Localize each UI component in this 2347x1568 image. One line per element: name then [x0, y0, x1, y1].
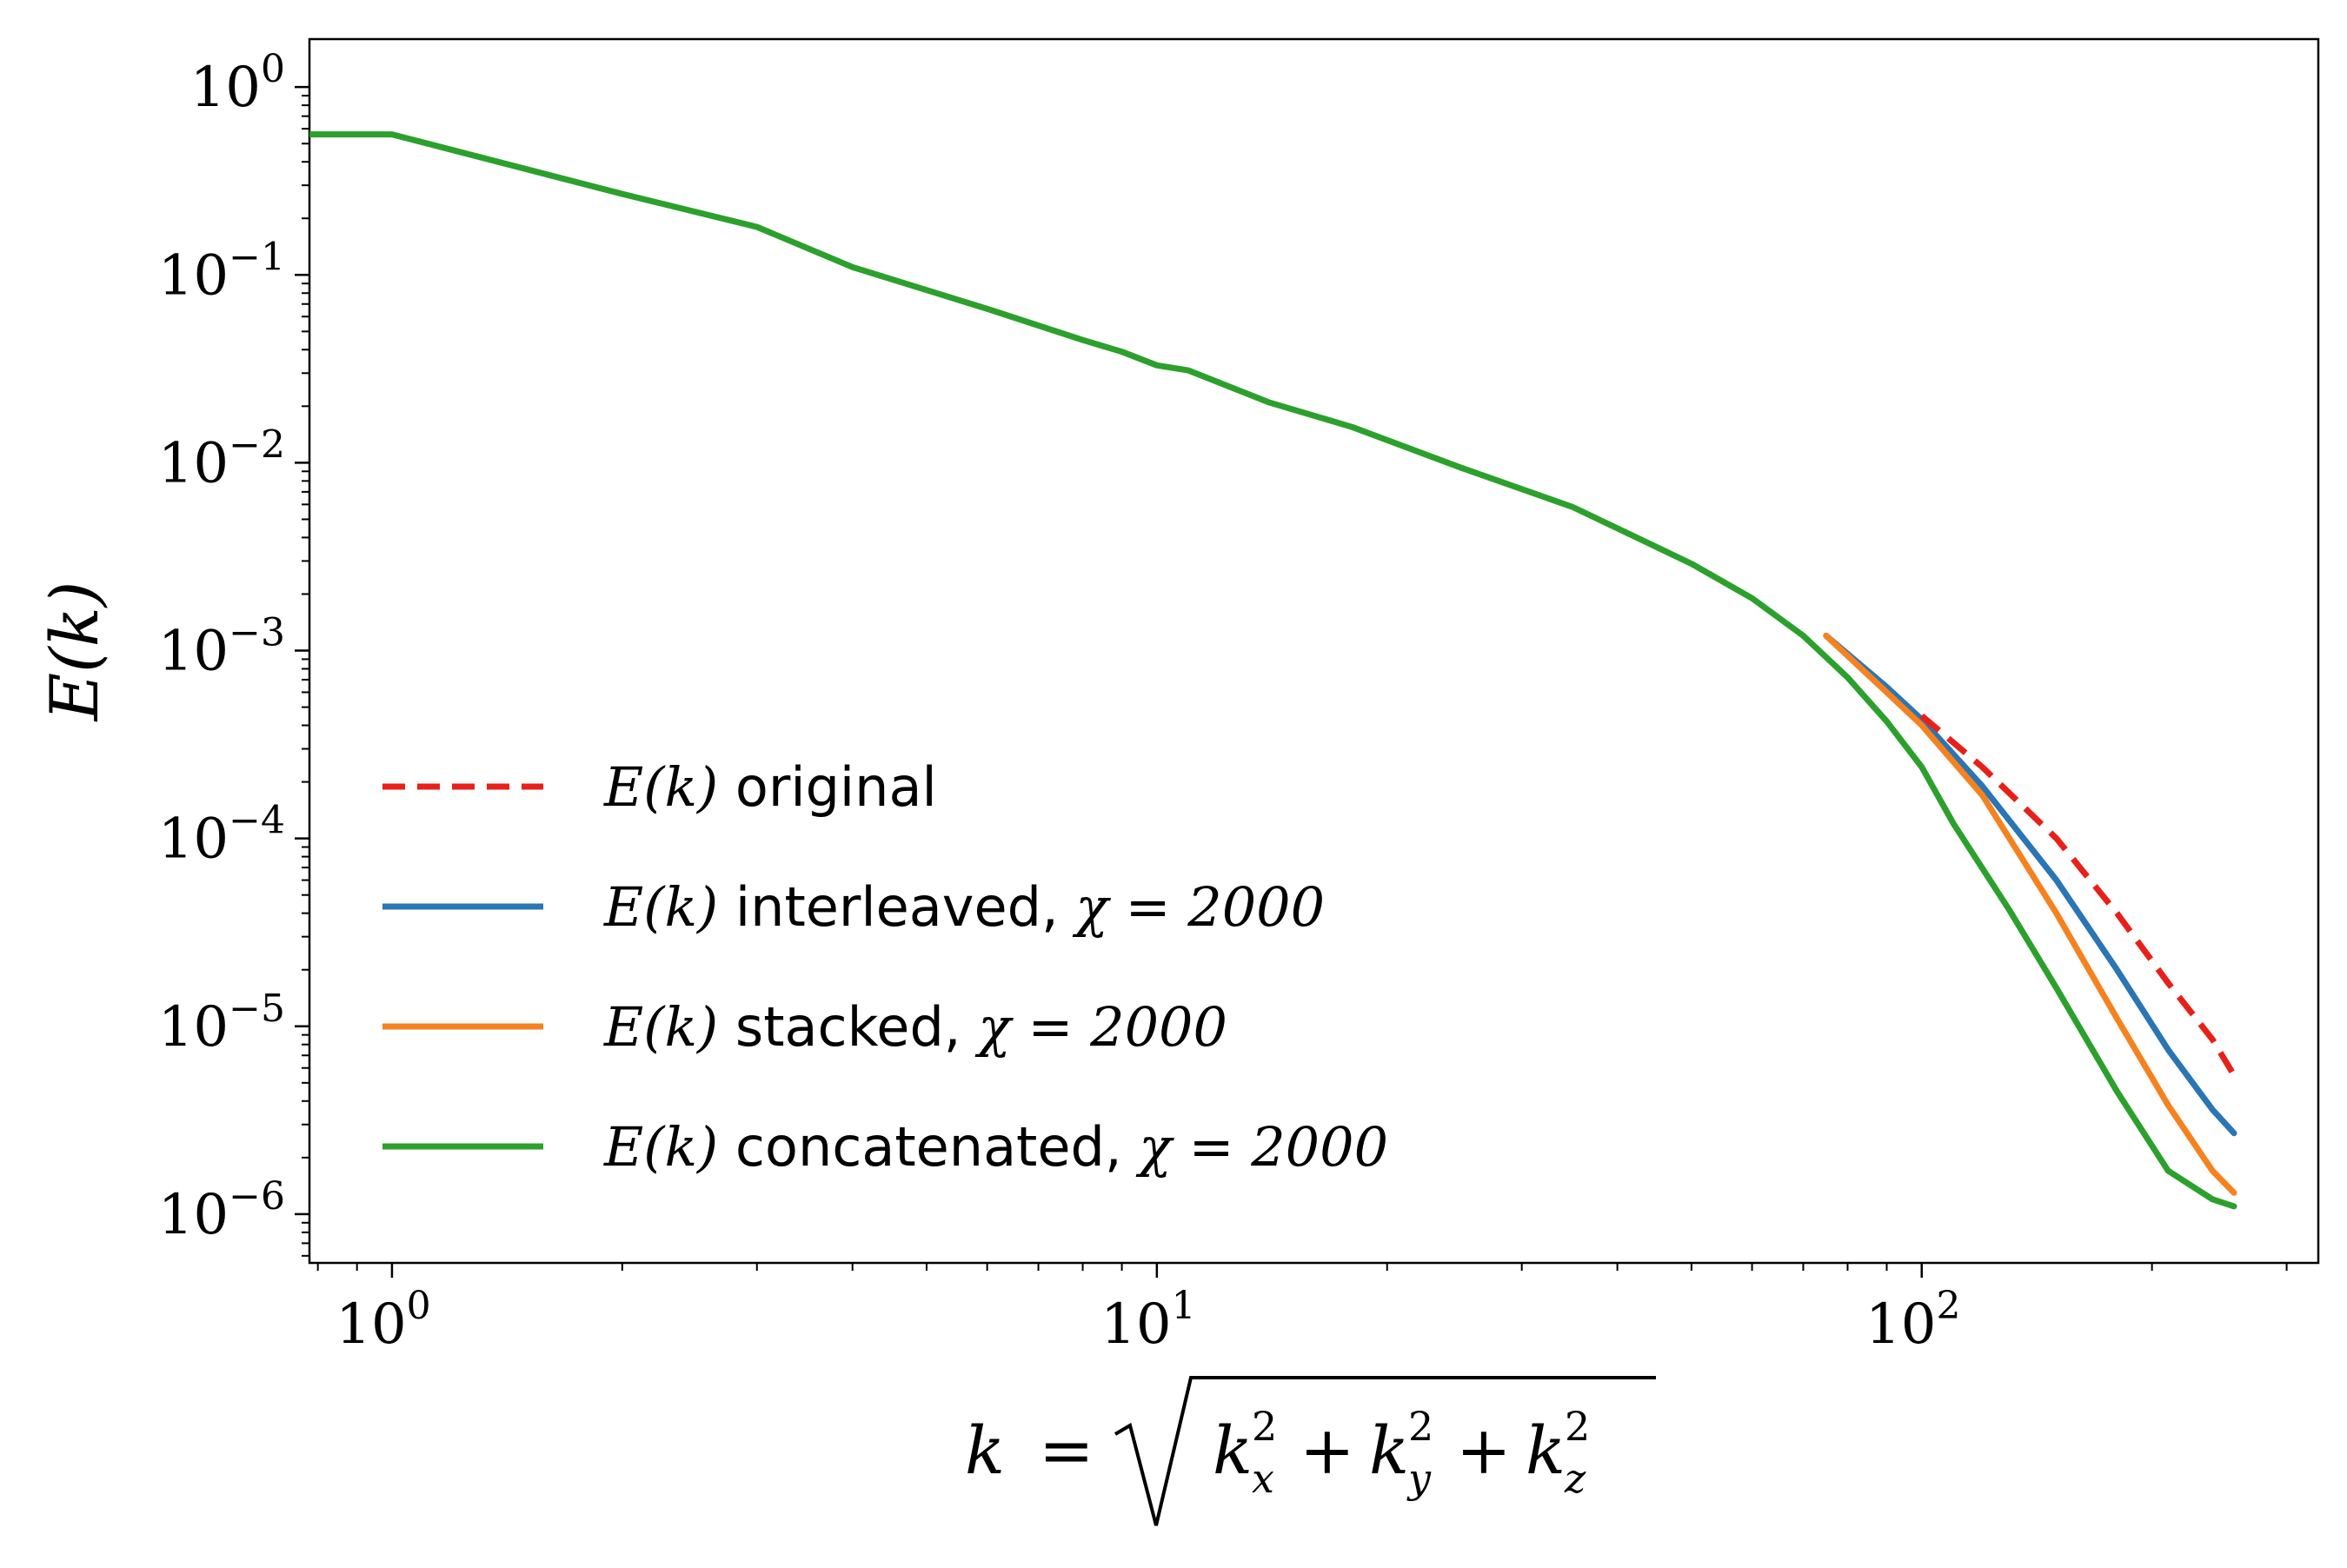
y-tick-label: 100	[190, 47, 285, 120]
svg-text:k: k	[965, 1412, 1005, 1489]
x-axis-title: k = k2x + k2y + k2z	[965, 1376, 1656, 1526]
y-tick-label: 10−5	[158, 987, 285, 1060]
legend-label-3: E(k) concatenated, χ = 2000	[603, 1115, 1388, 1179]
svg-text:k: k	[1213, 1412, 1253, 1489]
series-line-2	[1823, 632, 2237, 1196]
svg-text:2: 2	[1565, 1403, 1590, 1450]
y-tick-label: 10−3	[158, 611, 285, 684]
svg-text:+: +	[1456, 1412, 1512, 1489]
svg-text:=: =	[1039, 1412, 1094, 1489]
svg-text:k: k	[1369, 1412, 1409, 1489]
svg-text:x: x	[1252, 1455, 1274, 1502]
legend-label-2: E(k) stacked, χ = 2000	[603, 995, 1227, 1059]
svg-text:k: k	[1526, 1412, 1566, 1489]
x-tick-label: 100	[336, 1284, 430, 1357]
legend-label-1: E(k) interleaved, χ = 2000	[603, 875, 1325, 939]
y-tick-label: 10−6	[158, 1174, 285, 1247]
y-tick-label: 10−1	[158, 235, 285, 308]
y-tick-label: 10−2	[158, 422, 285, 495]
x-tick-label: 102	[1865, 1284, 1960, 1357]
series-line-0	[1919, 713, 2237, 1077]
svg-text:2: 2	[1408, 1403, 1433, 1450]
svg-text:z: z	[1564, 1455, 1586, 1502]
x-tick-label: 101	[1100, 1284, 1195, 1357]
svg-text:y: y	[1406, 1455, 1432, 1502]
series-line-3	[309, 131, 2237, 1210]
y-axis-title: E(k)	[36, 581, 113, 723]
y-tick-label: 10−4	[158, 799, 285, 872]
legend-label-0: E(k) original	[603, 755, 937, 819]
plot-frame	[308, 37, 2320, 1265]
svg-text:+: +	[1300, 1412, 1355, 1489]
series-line-1	[1823, 632, 2237, 1137]
svg-text:2: 2	[1252, 1403, 1277, 1450]
